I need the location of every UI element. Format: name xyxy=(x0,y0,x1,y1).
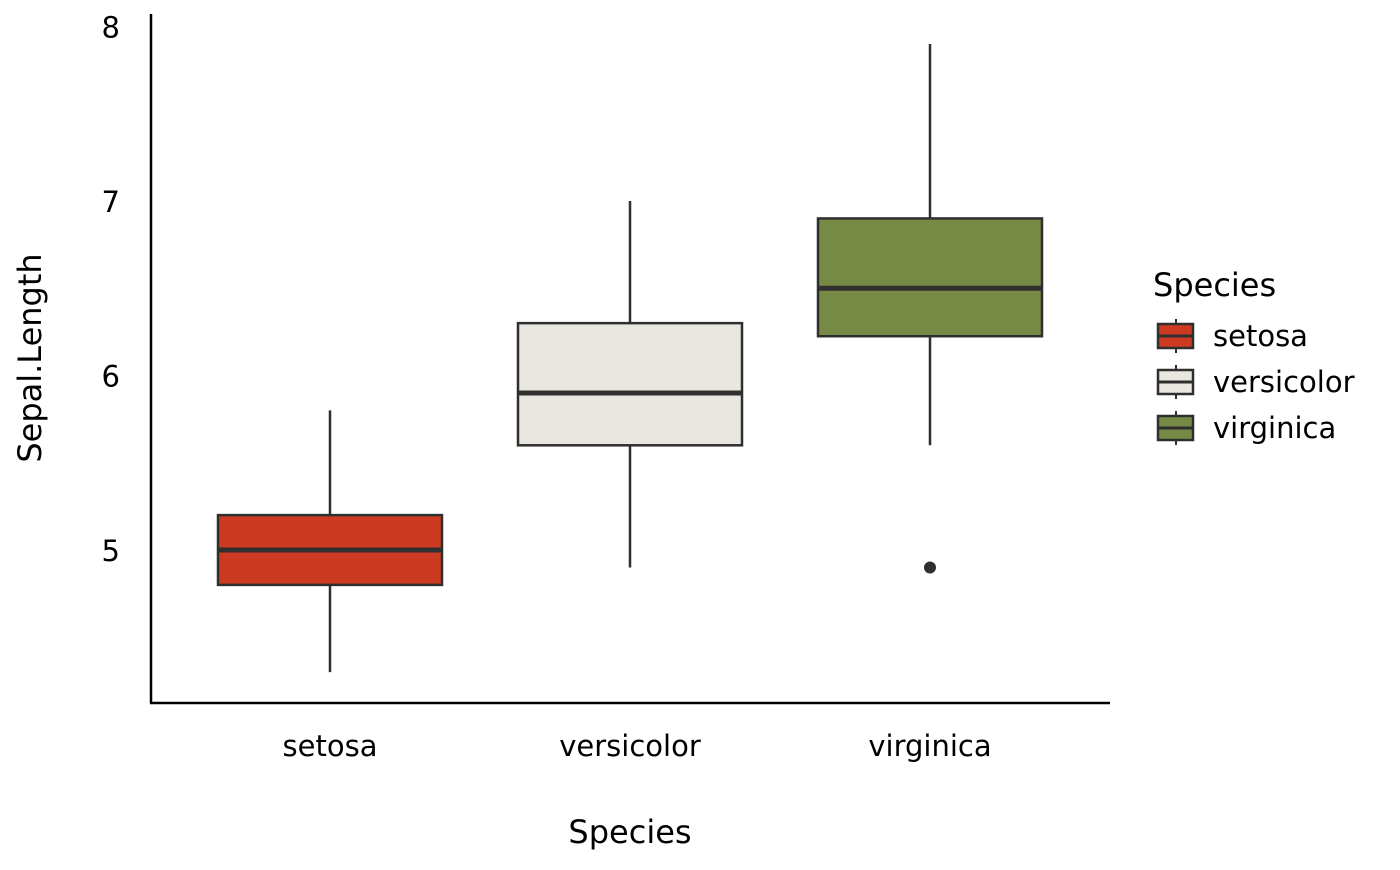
x-ticks: setosa versicolor virginica xyxy=(283,729,992,763)
x-axis-title: Species xyxy=(568,813,691,851)
box-virginica xyxy=(816,217,1044,338)
x-tick-label: versicolor xyxy=(559,729,701,763)
y-tick-label: 8 xyxy=(102,11,120,45)
outlier-point xyxy=(924,561,936,574)
y-ticks: 5 6 7 8 xyxy=(102,11,120,569)
legend-label: virginica xyxy=(1213,411,1336,445)
y-axis-title: Sepal.Length xyxy=(11,253,49,462)
x-tick-label: virginica xyxy=(868,729,991,763)
legend-label: setosa xyxy=(1213,319,1308,353)
y-tick-label: 6 xyxy=(102,360,120,394)
plot-area xyxy=(216,43,1044,673)
x-tick-label: setosa xyxy=(283,729,378,763)
y-tick-label: 5 xyxy=(102,534,120,568)
legend-label: versicolor xyxy=(1213,365,1355,399)
legend: Species setosa versicolor virginica xyxy=(1153,266,1355,445)
box-versicolor xyxy=(516,321,744,447)
legend-title: Species xyxy=(1153,266,1276,304)
y-tick-label: 7 xyxy=(102,185,120,219)
